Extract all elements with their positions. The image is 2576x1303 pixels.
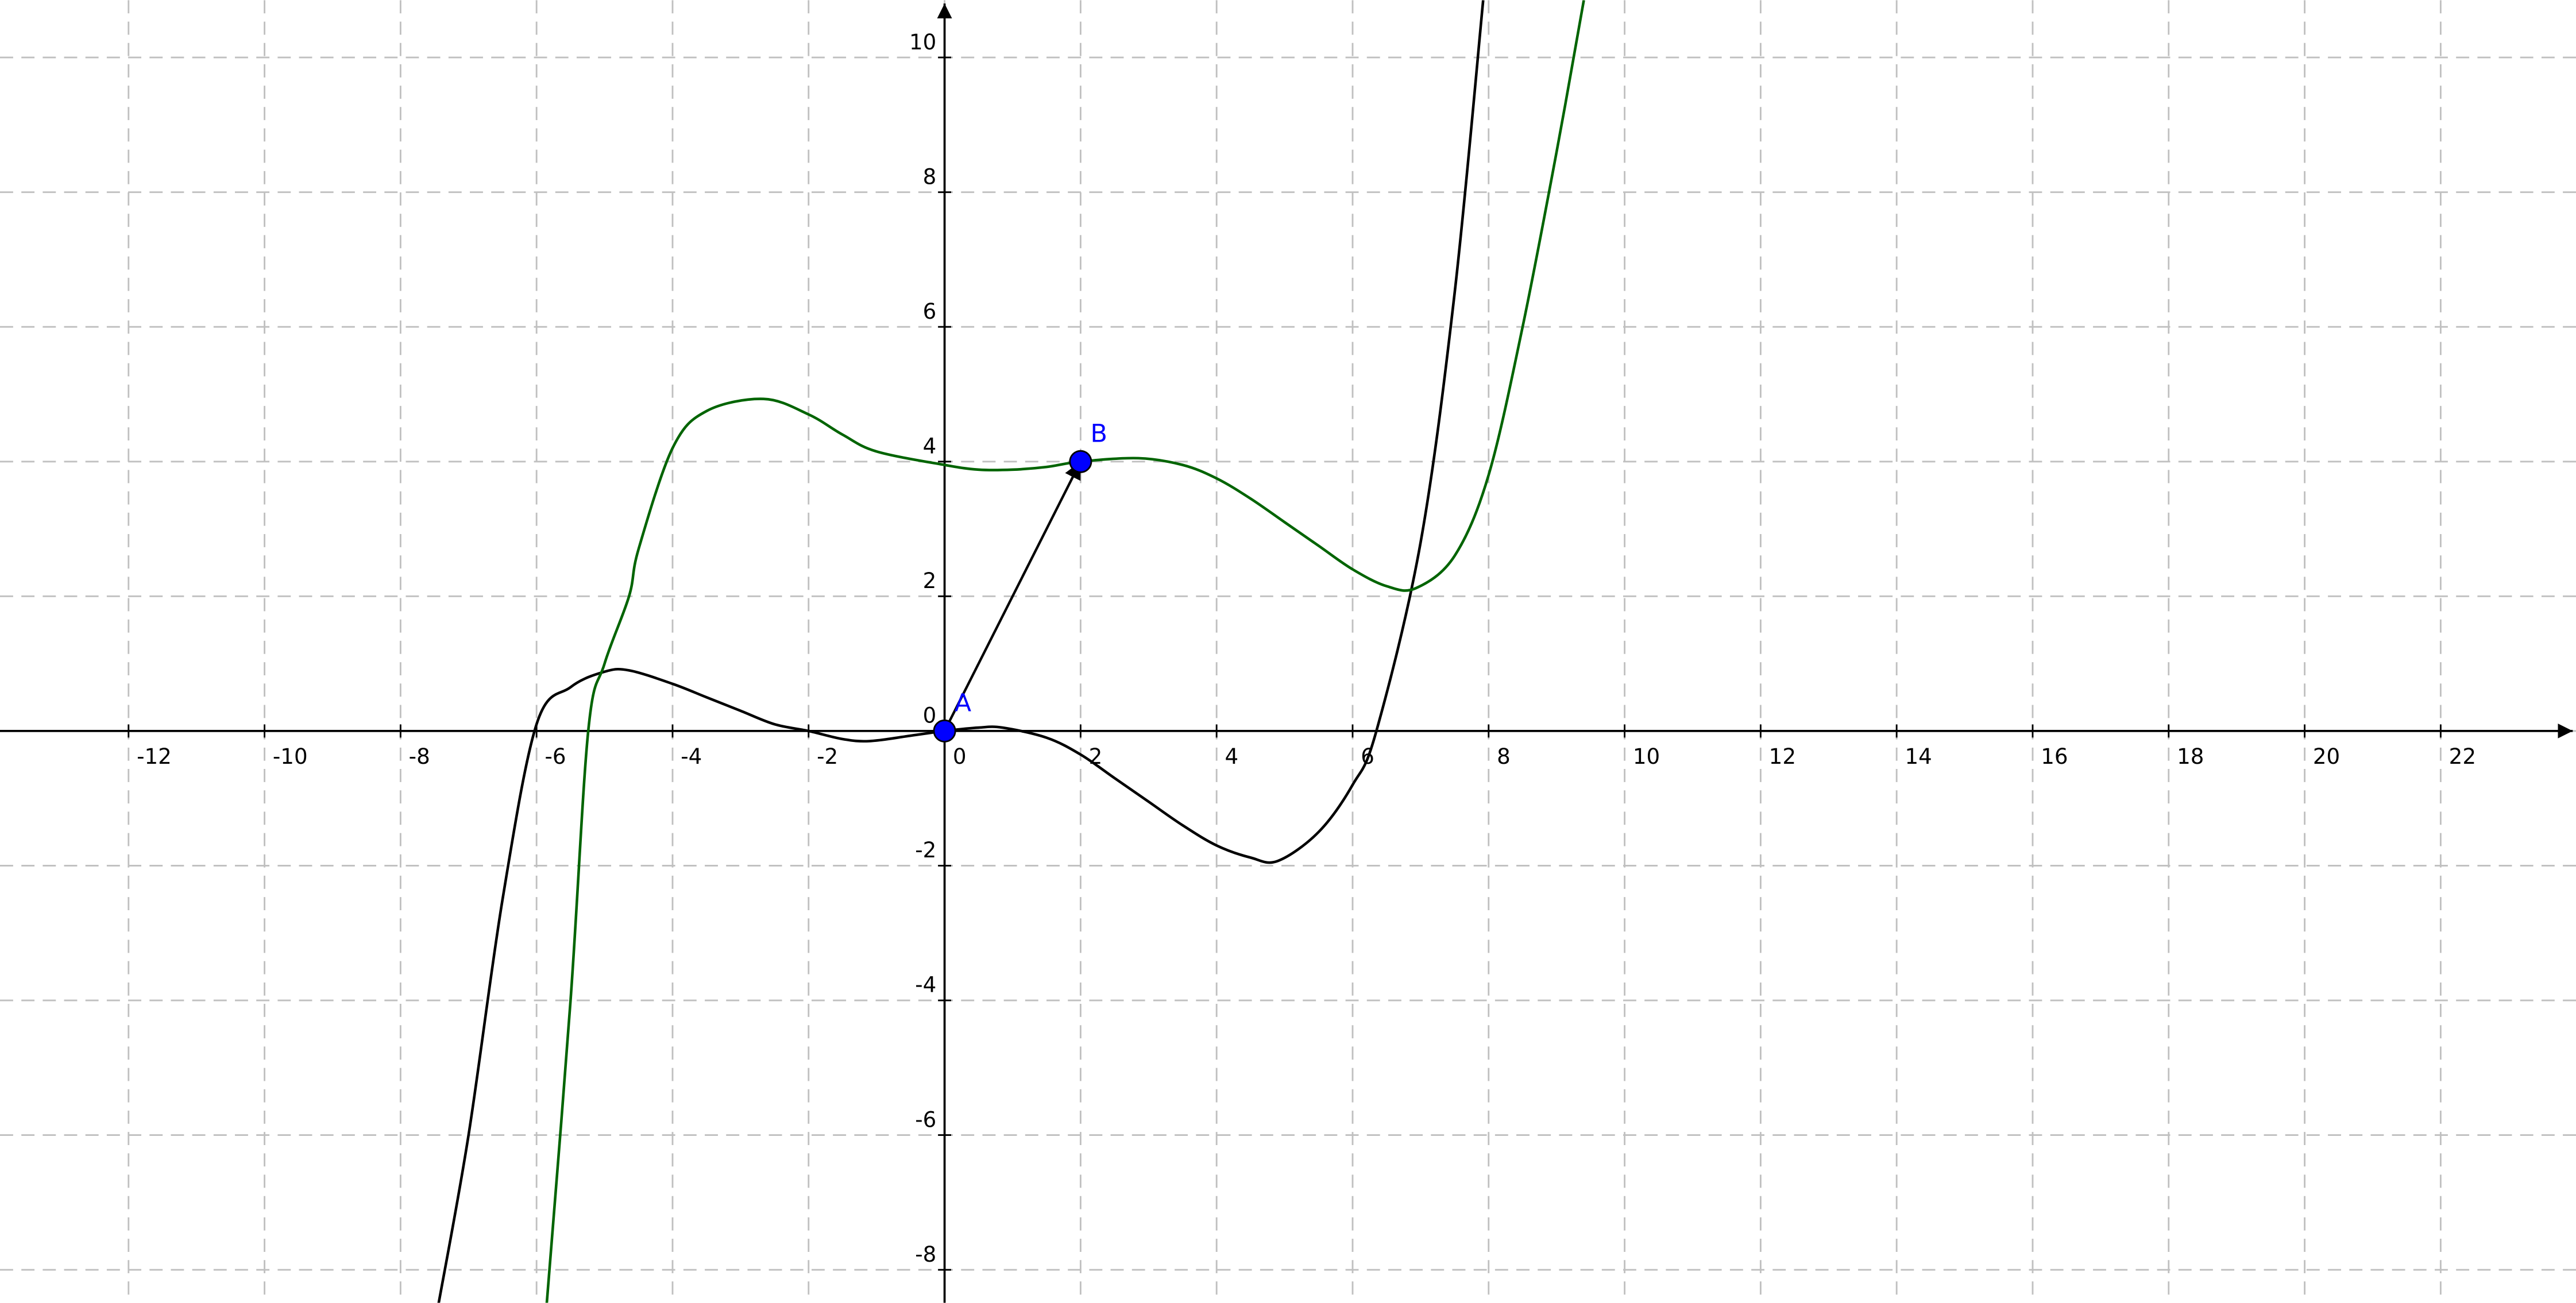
axes: -12 -10 -8 -6 -4 -2 0 2 4 6 8 10 12 14 16 18 20 22 -8 -6 -4 -… bbox=[0, 3, 2573, 1303]
x-tick-label: 14 bbox=[1905, 744, 1932, 769]
y-tick-label: 10 bbox=[909, 29, 936, 55]
x-tick-label: -12 bbox=[137, 744, 172, 769]
point-label: B bbox=[1091, 419, 1107, 448]
x-tick-label: 0 bbox=[953, 744, 967, 769]
x-tick-label: 12 bbox=[1769, 744, 1796, 769]
y-tick-label: 2 bbox=[923, 568, 937, 593]
x-tick-label: 8 bbox=[1497, 744, 1511, 769]
y-tick-label: -2 bbox=[915, 837, 936, 863]
x-tick-label: -10 bbox=[273, 744, 308, 769]
y-tick-label: 6 bbox=[923, 299, 937, 324]
curves bbox=[437, 0, 1585, 1303]
y-tick-label: 4 bbox=[923, 433, 937, 458]
x-tick-label: -6 bbox=[544, 744, 566, 769]
x-tick-label: -2 bbox=[817, 744, 838, 769]
points: AB bbox=[933, 419, 1107, 743]
y-tick-label: -8 bbox=[915, 1242, 936, 1267]
x-tick-label: 10 bbox=[1633, 744, 1660, 769]
x-tick-label: 4 bbox=[1225, 744, 1238, 769]
x-tick-label: -8 bbox=[409, 744, 430, 769]
x-tick-label: 22 bbox=[2449, 744, 2476, 769]
function-curve bbox=[437, 0, 1485, 1303]
y-tick-label: 8 bbox=[923, 164, 937, 189]
y-tick-label: -4 bbox=[915, 972, 936, 997]
x-tick-label: 16 bbox=[2041, 744, 2068, 769]
y-tick-label: -6 bbox=[915, 1107, 936, 1132]
function-curve bbox=[545, 0, 1585, 1303]
x-tick-label: 18 bbox=[2177, 744, 2204, 769]
x-tick-label: -4 bbox=[681, 744, 702, 769]
point bbox=[1069, 450, 1092, 473]
y-tick-label: 0 bbox=[923, 703, 937, 728]
x-tick-label: 20 bbox=[2313, 744, 2340, 769]
vector bbox=[943, 461, 1082, 732]
point-label: A bbox=[955, 689, 971, 718]
point bbox=[933, 719, 956, 743]
